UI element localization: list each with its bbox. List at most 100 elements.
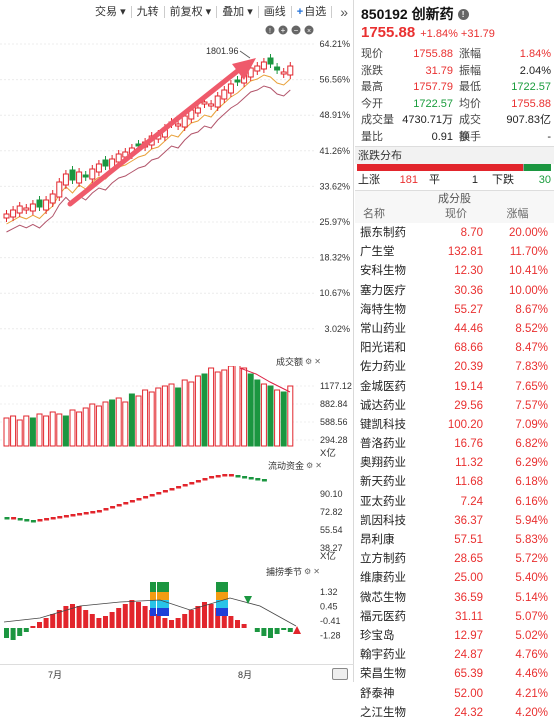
close-icon[interactable]: × (304, 25, 314, 36)
volume-ma-line (239, 367, 291, 393)
list-item[interactable]: 之江生物 24.32 4.20% (355, 704, 554, 723)
quote-value: 907.83亿 (506, 114, 551, 126)
info-icon[interactable]: ! (265, 25, 275, 36)
list-item[interactable]: 阳光诺和 68.66 8.47% (355, 339, 554, 358)
price-tick-label: 3.02% (324, 324, 350, 334)
season-bar (202, 602, 207, 628)
stock-price: 11.32 (455, 457, 483, 470)
season-bar (50, 614, 56, 628)
list-item[interactable]: 金城医药 19.14 7.65% (355, 378, 554, 397)
stock-change: 7.83% (515, 361, 548, 374)
stock-price: 24.87 (454, 649, 483, 662)
volume-title: 成交额 (276, 357, 304, 367)
list-item[interactable]: 立方制药 28.65 5.72% (355, 550, 554, 569)
volume-bar (227, 366, 234, 447)
watchlist-label: 自选 (304, 6, 327, 18)
flow-chart[interactable]: 90.10 72.82 55.54 38.27 (0, 470, 354, 560)
stock-name: 微芯生物 (360, 591, 406, 604)
stock-name: 珍宝岛 (360, 629, 395, 642)
list-item[interactable]: 广生堂 132.81 11.70% (355, 243, 554, 262)
candle-body (208, 103, 215, 107)
stock-name: 安科生物 (360, 265, 406, 278)
season-bar (70, 604, 75, 628)
list-item[interactable]: 新天药业 11.68 6.18% (355, 473, 554, 492)
list-item[interactable]: 亚太药业 7.24 6.16% (355, 493, 554, 512)
svg-text:+: + (281, 26, 286, 35)
nine-turn-button[interactable]: 九转 (132, 3, 164, 21)
gear-icon[interactable]: ⚙ (306, 461, 314, 470)
close-icon[interactable]: ✕ (314, 357, 321, 366)
arrow-shaft (67, 66, 243, 207)
list-item[interactable]: 翰宇药业 24.87 4.76% (355, 646, 554, 665)
overlay-label: 叠加 (222, 6, 245, 18)
list-item[interactable]: 佐力药业 20.39 7.83% (355, 358, 554, 377)
plus-icon[interactable]: + (278, 25, 288, 36)
divider (257, 6, 259, 18)
candle-body (23, 207, 30, 211)
kline-chart[interactable]: 64.21% 56.56% 48.91% 41.26% 33.62% 25.97% 18.3… (0, 24, 354, 352)
volume-bar (135, 395, 142, 447)
grid-icon[interactable] (332, 668, 348, 680)
season-bar (162, 618, 168, 628)
volume-chart[interactable]: 1177.12 882.84 588.56 294.28 (0, 366, 354, 458)
flow-segment (129, 500, 135, 503)
info-icon[interactable]: ! (457, 8, 469, 20)
flat-label: 平 (429, 174, 440, 186)
adjust-dropdown[interactable]: 前复权 ▾ (165, 3, 217, 21)
candle-body (95, 163, 102, 173)
list-item[interactable]: 昂利康 57.51 5.83% (355, 531, 554, 550)
flow-segment (228, 474, 234, 477)
list-item[interactable]: 凯因科技 36.37 5.94% (355, 512, 554, 531)
list-item[interactable]: 振东制药 8.70 20.00% (355, 224, 554, 243)
list-item[interactable]: 键凯科技 100.20 7.09% (355, 416, 554, 435)
season-block (157, 592, 163, 600)
list-item[interactable]: 常山药业 44.46 8.52% (355, 320, 554, 339)
minus-icon[interactable]: − (291, 25, 301, 36)
price-tick-label: 41.26% (319, 146, 350, 156)
gear-icon[interactable]: ⚙ (304, 567, 312, 576)
list-item[interactable]: 海特生物 55.27 8.67% (355, 301, 554, 320)
volume-bar (95, 405, 102, 447)
gear-icon[interactable]: ⚙ (305, 357, 313, 366)
draw-line-button[interactable]: 画线 (259, 3, 291, 21)
header-price[interactable]: 现价 (445, 208, 467, 220)
date-axis: 7月 8月 (0, 664, 354, 682)
stock-price: 12.30 (454, 265, 483, 278)
flow-segment (156, 492, 162, 495)
list-item[interactable]: 福元医药 31.11 5.07% (355, 608, 554, 627)
quote-label: 最低 (459, 81, 481, 93)
list-item[interactable]: 塞力医疗 30.36 10.00% (355, 282, 554, 301)
close-icon[interactable]: ✕ (313, 567, 320, 576)
season-bar (136, 602, 141, 628)
list-item[interactable]: 奥翔药业 11.32 6.29% (355, 454, 554, 473)
season-bar (235, 620, 240, 628)
stock-change: 8.47% (515, 342, 548, 355)
flow-segment (222, 474, 228, 477)
stock-price: 100.20 (447, 418, 483, 431)
list-item[interactable]: 普洛药业 16.76 6.82% (355, 435, 554, 454)
more-button[interactable]: » (340, 4, 348, 20)
header-name[interactable]: 名称 (363, 208, 385, 220)
list-item[interactable]: 珍宝岛 12.97 5.02% (355, 627, 554, 646)
chart-area[interactable]: 交易 ▾ 九转 前复权 ▾ 叠加 ▾ 画线 + 自选 » 64.21% 56.56%… (0, 0, 354, 682)
overlay-dropdown[interactable]: 叠加 ▾ (217, 3, 258, 21)
trade-dropdown[interactable]: 交易 ▾ (90, 3, 131, 21)
list-item[interactable]: 微芯生物 36.59 5.14% (355, 589, 554, 608)
list-item[interactable]: 舒泰神 52.00 4.21% (355, 685, 554, 704)
candle-body (234, 79, 241, 83)
svg-text:!: ! (269, 28, 271, 35)
current-price: 1755.88 (361, 24, 416, 41)
list-item[interactable]: 安科生物 12.30 10.41% (355, 262, 554, 281)
volume-bar (155, 387, 162, 447)
list-item[interactable]: 诚达药业 29.56 7.57% (355, 397, 554, 416)
list-item[interactable]: 荣昌生物 65.39 4.46% (355, 665, 554, 684)
moving-averages (6, 74, 291, 233)
list-item[interactable]: 维康药业 25.00 5.40% (355, 569, 554, 588)
close-icon[interactable]: ✕ (315, 461, 322, 470)
season-chart[interactable]: 1.32 0.45 -0.41 -1.28 (0, 576, 354, 664)
draw-line-label: 画线 (263, 6, 286, 18)
flow-title: 流动资金 (268, 461, 305, 471)
add-watchlist-button[interactable]: + 自选 (292, 3, 331, 21)
header-change[interactable]: 涨幅 (506, 208, 529, 220)
candle-body (254, 65, 261, 72)
